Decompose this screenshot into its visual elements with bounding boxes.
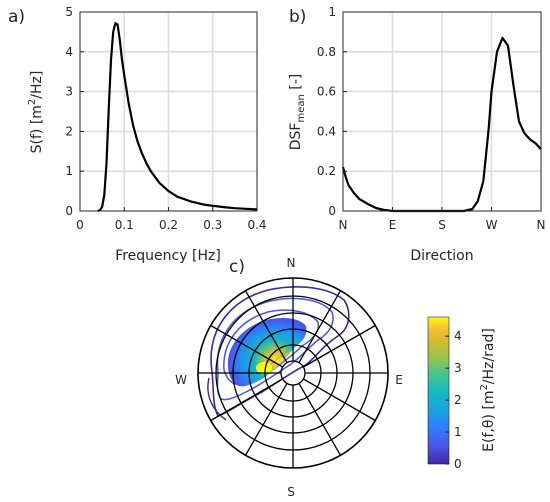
a-xtick-label: 0.2: [159, 218, 178, 232]
polar-spoke: [303, 378, 376, 422]
polar-spoke: [210, 324, 283, 368]
polar-spoke: [244, 383, 288, 456]
b-xtick-label: S: [438, 218, 446, 232]
a-ytick-label: 2: [65, 124, 73, 138]
polar-grid: [197, 277, 389, 469]
colorbar: [427, 316, 450, 465]
polar-spoke: [298, 383, 342, 456]
panel-label-b: b): [289, 7, 306, 27]
b-ytick-label: 1: [328, 5, 336, 19]
chart-a-grid: [80, 12, 257, 211]
a-xtick-label: 0.4: [247, 218, 266, 232]
colorbar-tick-label: 2: [454, 393, 462, 407]
colorbar-label-sup: 2: [479, 384, 490, 390]
chart-b-ylabel-sub: mean: [296, 94, 307, 122]
a-ytick-label: 3: [65, 85, 73, 99]
compass-west: W: [175, 373, 187, 387]
chart-a: 0 0.1 0.2 0.3 0.4 0 1 2 3 4 5 a) Frequency [Hz] S(…: [8, 5, 267, 264]
chart-a-ylabel: S(f) [m2/Hz]: [27, 71, 45, 154]
chart-a-ylabel-tail: /Hz]: [29, 71, 45, 99]
compass-east: E: [395, 373, 403, 387]
colorbar-tick-label: 1: [454, 425, 462, 439]
chart-b-ticks: N E S W N00.20.40.60.81: [317, 5, 546, 232]
a-ytick-label: 5: [65, 5, 73, 19]
a-xtick-label: 0: [76, 218, 84, 232]
chart-b-ylabel: DSFmean [-]: [288, 74, 307, 151]
b-xtick-label: E: [389, 218, 397, 232]
chart-a-series-line: [97, 22, 258, 213]
panel-label-a: a): [8, 7, 25, 27]
chart-b-ylabel-tail: [-]: [288, 74, 304, 94]
a-xtick-label: 0.1: [115, 218, 134, 232]
spectrum-peak: [256, 362, 272, 374]
chart-b-xlabel: Direction: [410, 248, 473, 264]
b-ytick-label: 0: [328, 204, 336, 218]
colorbar-tick-label: 0: [454, 457, 462, 471]
compass-north: N: [287, 256, 296, 270]
chart-a-ylabel-sup: 2: [27, 99, 38, 105]
spectrum-fill: [227, 318, 307, 387]
chart-a-ticks: 0 0.1 0.2 0.3 0.4 0 1 2 3 4 5: [65, 5, 266, 232]
colorbar-label: E(f,θ) [m2/Hz/rad]: [479, 328, 497, 452]
b-xtick-label: N: [537, 218, 546, 232]
colorbar-label-tail: /Hz/rad]: [481, 328, 497, 384]
b-ytick-label: 0.4: [317, 124, 336, 138]
a-ytick-label: 1: [65, 164, 73, 178]
chart-b: N E S W N00.20.40.60.81 b) Direction DSFmean…: [288, 5, 545, 264]
b-ytick-label: 0.6: [317, 85, 336, 99]
colorbar-label-base: E(f,θ) [m: [481, 391, 497, 452]
b-xtick-label: W: [486, 218, 498, 232]
chart-b-ylabel-base: DSF: [288, 123, 304, 151]
b-ytick-label: 0.2: [317, 164, 336, 178]
chart-b-series-line: [341, 36, 542, 213]
contour-wisp-west: [207, 377, 227, 421]
chart-b-grid: [343, 12, 541, 211]
polar-spoke: [303, 324, 376, 368]
a-ytick-label: 0: [65, 204, 73, 218]
polar-spoke: [298, 290, 342, 363]
panel-label-c: c): [229, 257, 245, 277]
b-ytick-label: 0.8: [317, 45, 336, 59]
polar-spoke: [210, 378, 283, 422]
compass-south: S: [287, 485, 295, 499]
a-ytick-label: 4: [65, 45, 73, 59]
a-xtick-label: 0.3: [203, 218, 222, 232]
colorbar-tick-label: 3: [454, 361, 462, 375]
b-xtick-label: N: [339, 218, 348, 232]
contour-outer-2: [216, 297, 334, 401]
polar-spoke: [244, 290, 288, 363]
colorbar-ticks: 0 1 2 3 4: [445, 329, 462, 471]
colorbar-tick-label: 4: [454, 329, 462, 343]
chart-a-xlabel: Frequency [Hz]: [115, 248, 221, 264]
chart-a-ylabel-base: S(f) [m: [29, 105, 45, 153]
